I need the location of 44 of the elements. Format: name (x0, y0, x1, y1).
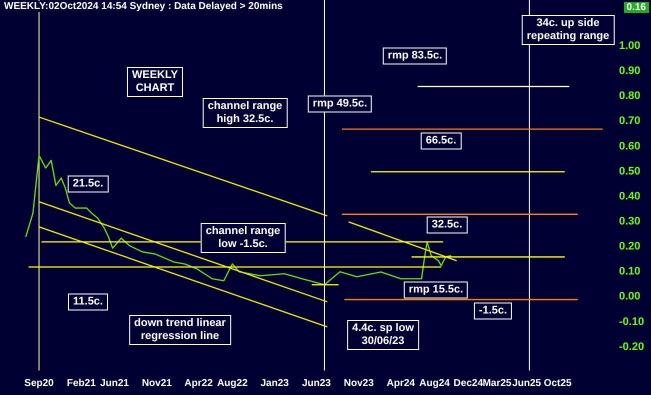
y-tick-label: 0.80 (619, 90, 640, 102)
y-tick-label: -0.20 (619, 340, 644, 353)
annotation: rmp 83.5c. (388, 50, 442, 62)
annotation: rmp 49.5c. (312, 98, 368, 110)
annotation: 4.4c. sp low 30/06/23 (352, 322, 414, 348)
y-tick-label: 0.70 (619, 115, 640, 128)
x-tick-label: Nov21 (142, 378, 172, 390)
x-tick-label: Apr24 (386, 378, 416, 390)
x-tick-label: Aug22 (217, 378, 248, 390)
y-tick-label: 0.50 (619, 165, 640, 178)
x-tick-label: Jun23 (302, 378, 332, 390)
annotation: 11.5c. (73, 296, 103, 308)
y-tick-label: 0.90 (619, 65, 640, 78)
x-tick-label: Sep20 (24, 378, 54, 390)
x-tick-label: Nov23 (344, 378, 374, 390)
annotation: 34c. up side repeating range (526, 17, 610, 43)
x-tick-label: Jun25 (512, 378, 542, 390)
x-tick-label: Oct25 (544, 378, 572, 390)
annotation: 32.5c. (432, 218, 462, 232)
y-tick-label: 0.40 (619, 190, 640, 202)
x-tick-label: Dec24 (454, 378, 484, 390)
y-tick-label: 0.30 (619, 216, 640, 228)
y-tick-label: 0.60 (619, 140, 640, 152)
y-tick-label: 0.20 (619, 240, 640, 253)
annotation: channel range high 32.5c. (208, 100, 282, 126)
annotation: channel range low -1.5c. (206, 225, 280, 251)
annotation: down trend linear regression line (134, 317, 226, 343)
annotation: 21.5c. (72, 178, 104, 190)
annotation: rmp 15.5c. (408, 284, 464, 296)
x-tick-label: Aug24 (419, 378, 450, 390)
annotation: WEEKLY CHART (132, 69, 178, 95)
annotation: 66.5c. (426, 134, 456, 148)
y-tick-label: -0.10 (619, 316, 644, 328)
y-tick-label: 0.10 (619, 266, 640, 278)
y-tick-label: 1.00 (619, 40, 640, 52)
y-tick-label: 0.00 (619, 290, 640, 303)
x-tick-label: Feb21 (66, 378, 96, 390)
chart-title: WEEKLY:02Oct2024 14:54 Sydney : Data Delayed > 20mins (4, 1, 283, 12)
text: 0.16 (624, 2, 649, 13)
x-tick-label: Jan23 (260, 378, 290, 390)
x-tick-label: Jun21 (100, 378, 130, 390)
x-tick-label: Mar25 (482, 378, 512, 390)
annotation: -1.5c. (478, 304, 508, 318)
x-tick-label: Apr22 (184, 378, 214, 390)
